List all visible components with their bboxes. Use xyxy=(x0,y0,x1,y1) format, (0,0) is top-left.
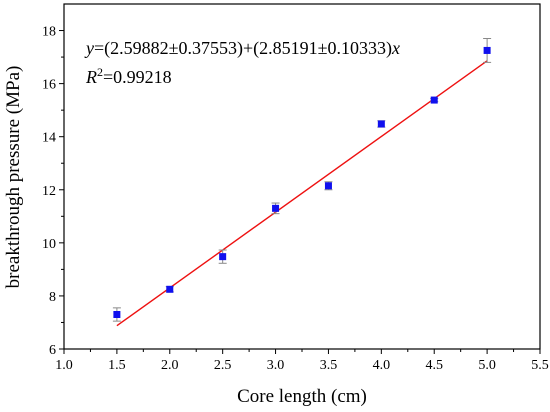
data-points xyxy=(113,46,491,318)
fit-line xyxy=(116,60,488,327)
x-tick-label: 2.0 xyxy=(161,358,179,373)
data-point xyxy=(219,253,227,261)
x-tick-label: 4.5 xyxy=(425,358,443,373)
x-tick-label: 1.5 xyxy=(108,358,126,373)
y-tick-label: 8 xyxy=(49,290,56,305)
data-point xyxy=(324,182,332,190)
x-tick-label: 4.0 xyxy=(373,358,391,373)
y-tick-label: 14 xyxy=(42,131,56,146)
y-tick-label: 16 xyxy=(42,78,56,93)
x-tick-label: 5.5 xyxy=(531,358,549,373)
r-squared: R2=0.99218 xyxy=(85,65,172,87)
x-tick-label: 1.0 xyxy=(55,358,73,373)
y-tick-label: 18 xyxy=(42,25,56,40)
x-tick-label: 5.0 xyxy=(478,358,496,373)
y-axis-ticks: 6 8 10 12 14 16 18 xyxy=(42,25,64,358)
y-tick-label: 6 xyxy=(49,343,56,358)
x-axis-title: Core length (cm) xyxy=(237,386,367,407)
data-point xyxy=(430,96,438,104)
data-point xyxy=(272,204,280,212)
data-point xyxy=(166,285,174,293)
data-point xyxy=(483,46,491,54)
x-tick-label: 2.5 xyxy=(214,358,232,373)
x-tick-label: 3.5 xyxy=(320,358,338,373)
y-axis-title: breakthrough pressure (MPa) xyxy=(3,66,24,289)
data-point xyxy=(377,120,385,128)
fit-equation: y=(2.59882±0.37553)+(2.85191±0.10333)x xyxy=(84,38,400,59)
y-tick-label: 10 xyxy=(42,237,56,252)
x-tick-label: 3.0 xyxy=(267,358,285,373)
x-axis-ticks: 1.0 1.5 2.0 2.5 3.0 3.5 4.0 4.5 5.0 5.5 xyxy=(55,349,549,373)
data-point xyxy=(113,311,121,318)
y-tick-label: 12 xyxy=(42,184,56,199)
